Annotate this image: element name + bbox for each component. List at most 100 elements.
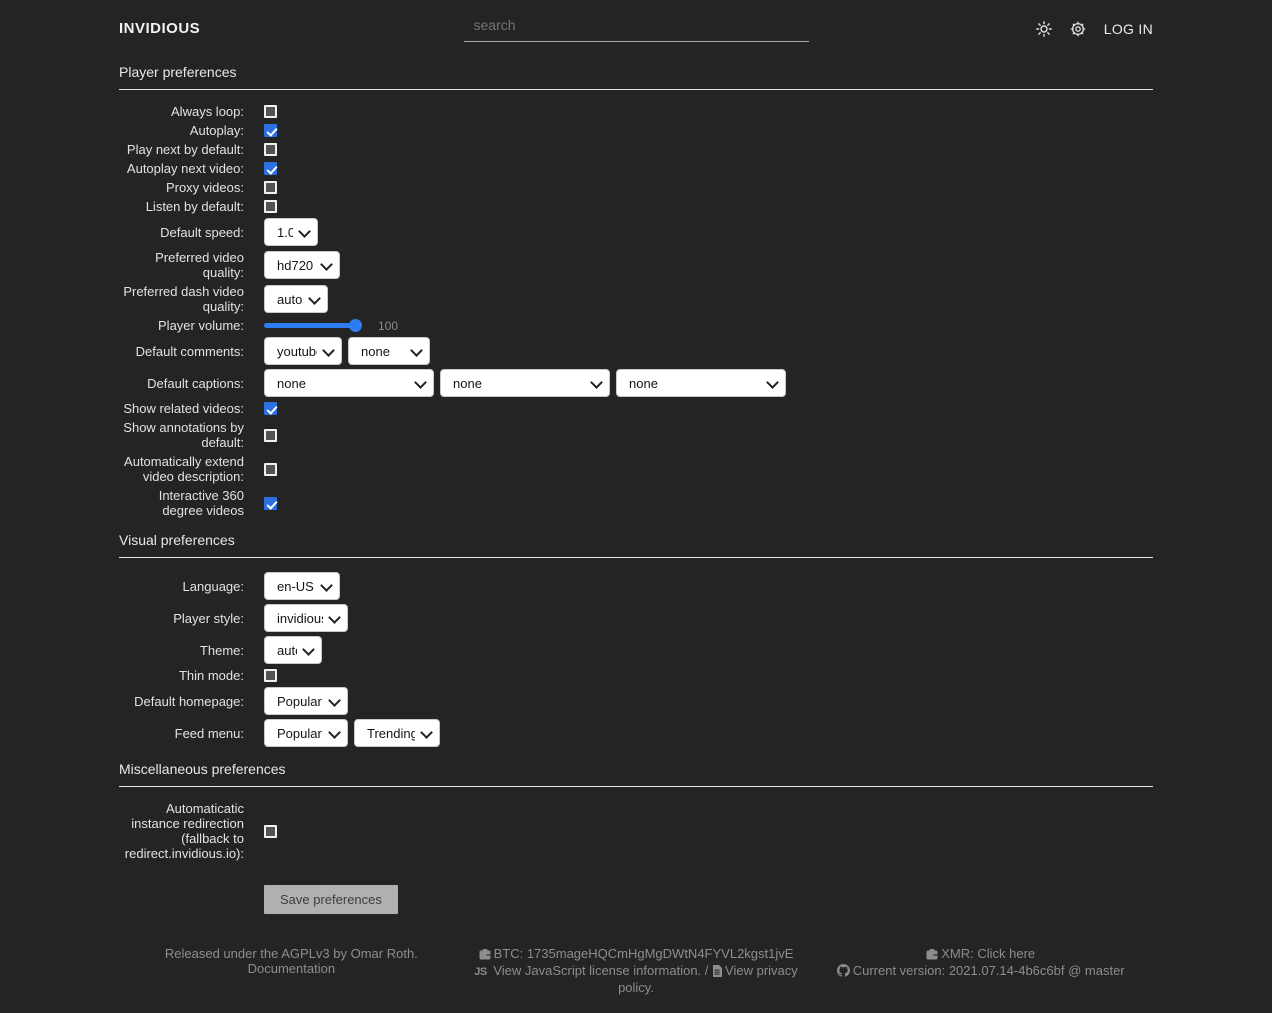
log-in-link[interactable]: LOG IN — [1103, 20, 1153, 37]
chevron-down-icon: none — [440, 369, 610, 397]
default-speed-select[interactable]: 1.0 — [264, 218, 318, 246]
pref-row-player-volume: Player volume: 100 — [119, 318, 1153, 333]
save-preferences-button[interactable]: Save preferences — [264, 885, 398, 914]
extend-desc-checkbox[interactable] — [264, 462, 277, 476]
sun-icon[interactable] — [1035, 20, 1052, 37]
footer-license-text: Released under the AGPLv3 by Omar Roth. — [164, 946, 418, 961]
chevron-down-icon: auto — [264, 636, 322, 664]
pref-row-default-captions: Default captions: none none none — [119, 369, 1153, 397]
feed-menu-label: Feed menu: — [174, 725, 244, 741]
btc-icon — [479, 948, 491, 963]
misc-preferences-heading: Miscellaneous preferences — [119, 761, 1153, 787]
autoplay-checkbox[interactable] — [264, 124, 277, 137]
js-license-link[interactable]: View JavaScript license information. — [493, 963, 702, 978]
pref-row-dash-quality: Preferred dash video quality: auto — [119, 284, 1153, 314]
annotations-checkbox[interactable] — [264, 428, 277, 442]
player-volume-value: 100 — [378, 318, 399, 333]
footer-version-column: XMR: Click here Current version: 2021.07… — [808, 946, 1153, 995]
visual-preferences-heading: Visual preferences — [119, 532, 1153, 558]
vr360-checkbox[interactable] — [264, 496, 277, 510]
pref-row-proxy-videos: Proxy videos: — [119, 180, 1153, 195]
player-preferences-heading: Player preferences — [119, 64, 1153, 90]
listen-default-label: Listen by default: — [145, 199, 244, 214]
default-captions-select-1[interactable]: none — [264, 369, 434, 397]
pref-row-annotations: Show annotations by default: — [119, 420, 1153, 450]
javascript-icon: JS — [474, 966, 487, 978]
btc-address: 1735mageHQCmHgMgDWtN4FYVL2kgst1jvE — [526, 946, 794, 961]
pref-row-default-home: Default homepage: Popular — [119, 687, 1153, 715]
feed-menu-select-2[interactable]: Trending — [354, 719, 440, 747]
btc-label: BTC: — [493, 946, 524, 961]
default-captions-select-2[interactable]: none — [440, 369, 610, 397]
chevron-down-icon: Popular — [264, 719, 348, 747]
theme-label: Theme: — [199, 642, 244, 658]
pref-row-feed-menu: Feed menu: Popular Trending — [119, 719, 1153, 747]
dash-quality-select[interactable]: auto — [264, 285, 328, 313]
play-next-checkbox[interactable] — [264, 143, 277, 156]
footer-separator: / — [704, 963, 709, 978]
document-icon — [712, 965, 723, 980]
chevron-down-icon: youtube — [264, 337, 342, 365]
proxy-videos-checkbox[interactable] — [264, 181, 277, 194]
player-style-label: Player style: — [173, 610, 244, 626]
version-link[interactable]: 2021.07.14-4b6c6bf @ master — [948, 963, 1125, 978]
chevron-down-icon: none — [264, 369, 434, 397]
pref-row-autoplay-next: Autoplay next video: — [119, 161, 1153, 176]
footer-donate-column: BTC: 1735mageHQCmHgMgDWtN4FYVL2kgst1jvE … — [464, 946, 809, 995]
pref-row-theme: Theme: auto — [119, 636, 1153, 664]
autoplay-next-checkbox[interactable] — [264, 162, 277, 175]
play-next-label: Play next by default: — [126, 142, 244, 157]
chevron-down-icon: en-US — [264, 572, 340, 600]
search-input[interactable] — [463, 15, 809, 42]
language-select[interactable]: en-US — [264, 572, 340, 600]
pref-row-player-style: Player style: invidious — [119, 604, 1153, 632]
vr360-label: Interactive 360 degree videos — [158, 488, 244, 518]
annotations-label: Show annotations by default: — [123, 420, 244, 450]
video-quality-select[interactable]: hd720 — [264, 251, 340, 279]
always-loop-checkbox[interactable] — [264, 105, 277, 118]
pref-row-vr360: Interactive 360 degree videos — [119, 488, 1153, 518]
invidious-logo[interactable]: INVIDIOUS — [119, 20, 201, 37]
thin-mode-label: Thin mode: — [178, 668, 244, 683]
language-label: Language: — [182, 578, 244, 594]
theme-select[interactable]: auto — [264, 636, 322, 664]
default-comments-select-2[interactable]: none — [348, 337, 430, 365]
privacy-policy-link[interactable]: View privacy policy. — [618, 963, 798, 995]
pref-row-play-next: Play next by default: — [119, 142, 1153, 157]
player-volume-slider[interactable] — [264, 323, 362, 328]
chevron-down-icon: none — [616, 369, 786, 397]
extend-desc-label: Automatically extend video description: — [124, 454, 244, 484]
default-captions-select-3[interactable]: none — [616, 369, 786, 397]
video-quality-label: Preferred video quality: — [155, 250, 244, 280]
footer-license-column: Released under the AGPLv3 by Omar Roth. … — [119, 946, 464, 995]
chevron-down-icon: Trending — [354, 719, 440, 747]
xmr-label: XMR: — [941, 946, 974, 961]
version-label: Current version: — [852, 963, 946, 978]
chevron-down-icon: auto — [264, 285, 328, 313]
default-speed-label: Default speed: — [160, 224, 244, 240]
pref-row-extend-desc: Automatically extend video description: — [119, 454, 1153, 484]
pref-row-default-speed: Default speed: 1.0 — [119, 218, 1153, 246]
gear-icon[interactable] — [1070, 21, 1086, 37]
chevron-down-icon: Popular — [264, 687, 348, 715]
default-comments-label: Default comments: — [135, 343, 244, 359]
xmr-icon — [926, 948, 939, 963]
related-videos-checkbox[interactable] — [264, 402, 277, 415]
autoplay-next-label: Autoplay next video: — [126, 161, 244, 176]
documentation-link[interactable]: Documentation — [247, 961, 336, 976]
auto-redirect-checkbox[interactable] — [264, 824, 277, 838]
thin-mode-checkbox[interactable] — [264, 669, 277, 682]
default-comments-select-1[interactable]: youtube — [264, 337, 342, 365]
pref-row-thin-mode: Thin mode: — [119, 668, 1153, 683]
pref-row-auto-redirect: Automaticatic instance redirection (fall… — [119, 801, 1153, 861]
autoplay-label: Autoplay: — [189, 123, 244, 138]
player-style-select[interactable]: invidious — [264, 604, 348, 632]
pref-row-listen-default: Listen by default: — [119, 199, 1153, 214]
github-icon — [836, 964, 850, 980]
pref-row-video-quality: Preferred video quality: hd720 — [119, 250, 1153, 280]
feed-menu-select-1[interactable]: Popular — [264, 719, 348, 747]
xmr-click-here-link[interactable]: Click here — [977, 946, 1036, 961]
pref-row-always-loop: Always loop: — [119, 104, 1153, 119]
listen-default-checkbox[interactable] — [264, 200, 277, 213]
default-home-select[interactable]: Popular — [264, 687, 348, 715]
